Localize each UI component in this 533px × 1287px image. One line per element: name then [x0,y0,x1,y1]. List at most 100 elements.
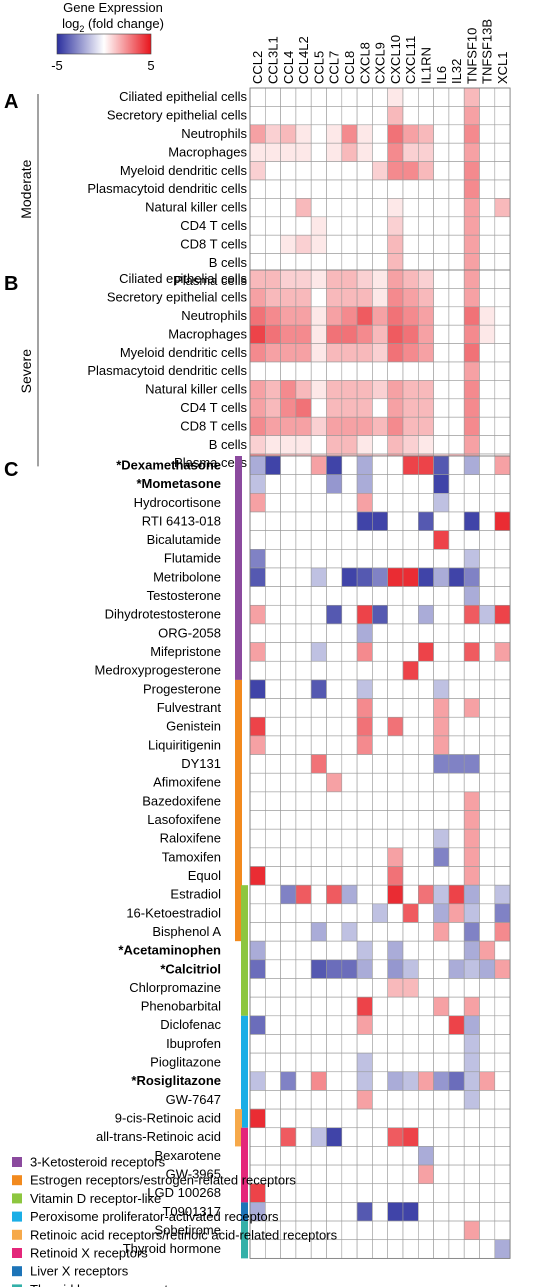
heatmap-cell [372,828,388,849]
heatmap-cell [341,642,358,662]
heatmap-cell [295,234,312,254]
heatmap-cell [249,1108,266,1129]
heatmap-cell [310,810,327,830]
heatmap-cell [402,847,419,867]
heatmap-cell [264,548,281,569]
heatmap-cell [463,493,480,513]
heatmap-cell [249,810,266,830]
heatmap-cell [280,623,297,643]
heatmap-cell [433,361,450,381]
heatmap-cell [264,288,281,308]
heatmap-cell [433,903,450,923]
heatmap-cell [310,1146,327,1166]
heatmap-cell [264,903,281,923]
heatmap-cell [463,810,480,830]
legend-entry: 3-Ketosteroid receptors [12,1155,166,1170]
heatmap-cell [326,604,343,625]
heatmap-cell [372,455,388,475]
heatmap-cell [295,847,312,867]
heatmap-cell [494,1146,511,1166]
heatmap-cell [402,324,419,344]
heatmap-cell [387,179,404,199]
heatmap-cell [356,253,373,273]
heatmap-cell [387,1108,404,1129]
heatmap-cell [356,124,373,144]
heatmap-cell [295,380,312,400]
heatmap-cell [433,1183,450,1203]
heatmap-cell [326,124,343,144]
heatmap-cell [494,604,511,625]
heatmap-cell [310,567,327,587]
heatmap-cell [264,234,281,254]
heatmap-cell [494,1108,511,1129]
heatmap-cell [326,142,343,162]
heatmap-cell [479,198,496,218]
heatmap-cell [264,269,281,289]
heatmap-cell [433,1220,450,1241]
heatmap-cell [264,1052,281,1073]
heatmap-cell [387,922,404,942]
heatmap-cell [326,548,343,569]
heatmap-cell [463,978,480,998]
heatmap-cell [341,1052,358,1073]
heatmap-cell [479,288,496,308]
heatmap-cell [264,324,281,344]
heatmap-cell [387,940,404,961]
heatmap-cell [402,1071,419,1091]
heatmap-cell [326,866,343,886]
heatmap-cell [280,1052,297,1073]
gene-label: CCL5 [311,51,326,84]
heatmap-cell [402,1052,419,1073]
heatmap-cell [326,198,343,218]
heatmap-cell [264,306,281,326]
heatmap-cell [372,416,388,436]
heatmap-cell [341,234,358,254]
heatmap-cell [356,324,373,344]
heatmap-cell [356,493,373,513]
heatmap-cell [356,1202,373,1222]
heatmap-cell [249,398,266,418]
heatmap-cell [341,253,358,273]
heatmap-cell [249,474,266,494]
heatmap-cell [280,922,297,942]
heatmap-cell [341,398,358,418]
heatmap-cell [463,106,480,126]
heatmap-cell [387,435,404,455]
heatmap-cell [463,1183,480,1203]
heatmap-cell [417,604,434,625]
heatmap-cell [295,1052,312,1073]
heatmap-cell [448,234,465,254]
heatmap-cell [310,642,327,662]
heatmap-cell [326,660,343,681]
heatmap-cell [295,1127,312,1147]
heatmap-cell [341,179,358,199]
heatmap-cell [448,828,465,849]
heatmap-cell [433,343,450,363]
heatmap-cell [356,87,373,107]
heatmap-cell [463,269,480,289]
heatmap-cell [264,922,281,942]
heatmap-cell [310,1071,327,1091]
heatmap-cell [280,567,297,587]
gene-label: CXCL10 [388,35,403,84]
gene-label: XCL1 [495,51,510,84]
heatmap-cell [372,530,388,550]
heatmap-cell [463,1127,480,1147]
heatmap-cell [280,161,297,181]
heatmap-cell [372,435,388,455]
heatmap-cell [310,216,327,236]
heatmap-cell [249,361,266,381]
heatmap-cell [433,791,450,811]
heatmap-cell [264,716,281,737]
heatmap-cell [280,1015,297,1035]
heatmap-cell [372,1146,388,1166]
heatmap-cell [402,530,419,550]
heatmap-cell [264,660,281,681]
heatmap-cell [249,1146,266,1166]
heatmap-cell [280,416,297,436]
heatmap-cell [387,1052,404,1073]
heatmap-cell [249,124,266,144]
heatmap-cell [463,216,480,236]
heatmap-cell [356,398,373,418]
gene-label: CCL2 [250,51,265,84]
